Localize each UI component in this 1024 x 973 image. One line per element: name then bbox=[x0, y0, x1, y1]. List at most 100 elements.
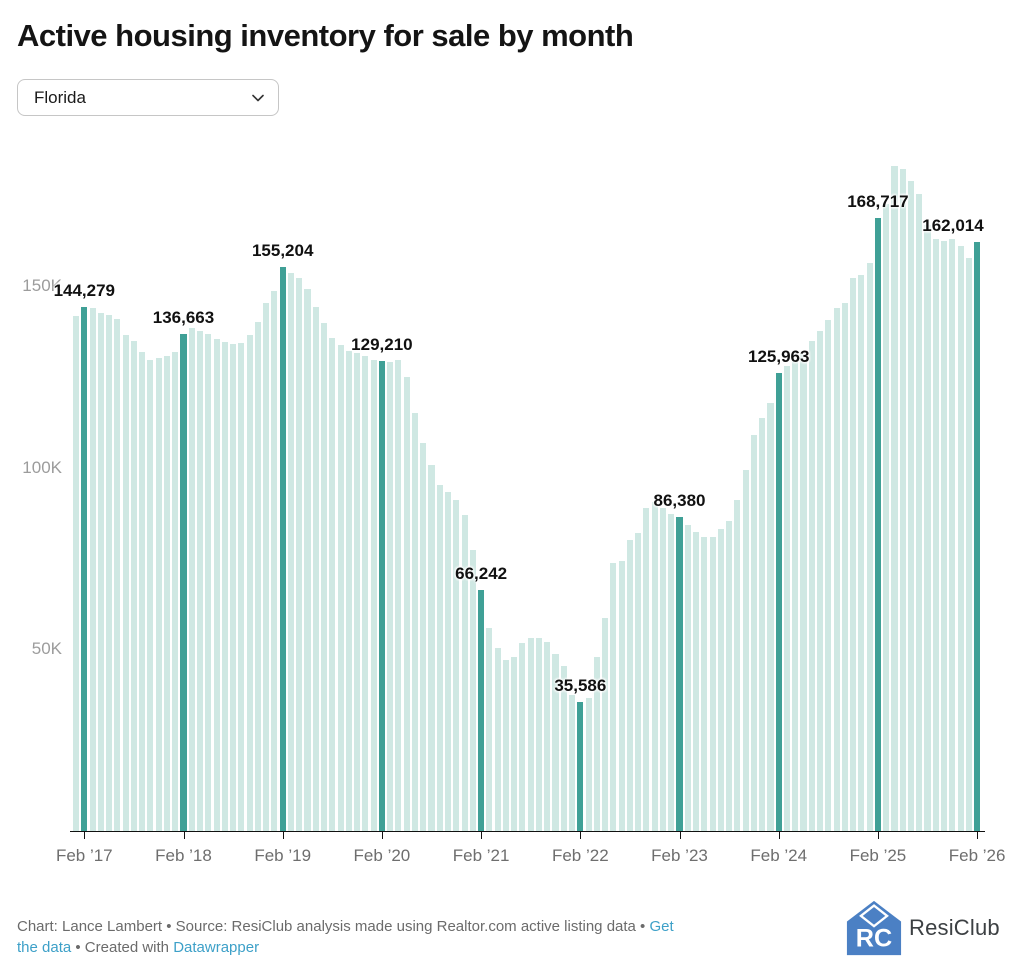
inventory-bar[interactable] bbox=[916, 194, 923, 831]
highlighted-inventory-bar[interactable] bbox=[478, 590, 485, 831]
inventory-bar[interactable] bbox=[486, 628, 493, 831]
inventory-bar[interactable] bbox=[949, 238, 956, 831]
inventory-bar[interactable] bbox=[858, 275, 865, 831]
inventory-bar[interactable] bbox=[726, 521, 733, 831]
inventory-bar[interactable] bbox=[569, 694, 576, 831]
inventory-bar[interactable] bbox=[767, 402, 774, 831]
inventory-bar[interactable] bbox=[717, 528, 724, 831]
inventory-bar[interactable] bbox=[494, 647, 501, 831]
inventory-bar[interactable] bbox=[841, 302, 848, 831]
region-dropdown[interactable]: Florida bbox=[17, 79, 279, 116]
inventory-bar[interactable] bbox=[163, 356, 170, 831]
inventory-bar[interactable] bbox=[147, 360, 154, 831]
inventory-bar[interactable] bbox=[626, 539, 633, 831]
inventory-bar[interactable] bbox=[97, 312, 104, 831]
highlighted-inventory-bar[interactable] bbox=[180, 334, 187, 831]
highlighted-inventory-bar[interactable] bbox=[279, 266, 286, 831]
inventory-bar[interactable] bbox=[436, 485, 443, 831]
inventory-bar[interactable] bbox=[329, 338, 336, 831]
inventory-bar[interactable] bbox=[453, 500, 460, 831]
inventory-bar[interactable] bbox=[957, 245, 964, 831]
inventory-bar[interactable] bbox=[196, 330, 204, 831]
inventory-bar[interactable] bbox=[783, 366, 791, 831]
inventory-bar[interactable] bbox=[891, 165, 898, 831]
inventory-bar[interactable] bbox=[502, 660, 509, 831]
inventory-bar[interactable] bbox=[106, 314, 113, 831]
inventory-bar[interactable] bbox=[403, 377, 410, 831]
inventory-bar[interactable] bbox=[643, 508, 650, 831]
inventory-bar[interactable] bbox=[817, 331, 824, 831]
inventory-bar[interactable] bbox=[312, 306, 319, 831]
inventory-bar[interactable] bbox=[205, 333, 212, 831]
inventory-bar[interactable] bbox=[610, 562, 617, 831]
inventory-bar[interactable] bbox=[304, 289, 311, 831]
inventory-bar[interactable] bbox=[593, 657, 600, 831]
highlighted-inventory-bar[interactable] bbox=[81, 306, 88, 831]
inventory-bar[interactable] bbox=[833, 307, 840, 831]
inventory-bar[interactable] bbox=[511, 657, 518, 831]
inventory-bar[interactable] bbox=[965, 257, 972, 831]
inventory-bar[interactable] bbox=[444, 491, 452, 831]
inventory-bar[interactable] bbox=[924, 224, 931, 831]
inventory-bar[interactable] bbox=[792, 357, 799, 831]
highlighted-inventory-bar[interactable] bbox=[676, 517, 683, 831]
inventory-bar[interactable] bbox=[296, 278, 303, 831]
inventory-bar[interactable] bbox=[932, 238, 939, 831]
inventory-bar[interactable] bbox=[254, 322, 261, 831]
inventory-bar[interactable] bbox=[387, 362, 394, 831]
get-the-data-link[interactable]: Get the data bbox=[17, 918, 674, 956]
inventory-bar[interactable] bbox=[742, 470, 749, 831]
inventory-bar[interactable] bbox=[560, 665, 567, 831]
inventory-bar[interactable] bbox=[155, 358, 162, 831]
inventory-bar[interactable] bbox=[238, 342, 245, 831]
inventory-bar[interactable] bbox=[941, 240, 948, 831]
highlighted-inventory-bar[interactable] bbox=[974, 242, 981, 831]
datawrapper-link[interactable]: Datawrapper bbox=[173, 939, 260, 956]
inventory-bar[interactable] bbox=[428, 465, 435, 831]
highlighted-inventory-bar[interactable] bbox=[874, 217, 881, 831]
inventory-bar[interactable] bbox=[907, 180, 915, 831]
inventory-bar[interactable] bbox=[544, 642, 551, 831]
inventory-bar[interactable] bbox=[213, 338, 220, 831]
inventory-bar[interactable] bbox=[866, 262, 873, 831]
inventory-bar[interactable] bbox=[651, 502, 658, 831]
inventory-bar[interactable] bbox=[800, 352, 807, 831]
inventory-bar[interactable] bbox=[337, 345, 344, 831]
inventory-bar[interactable] bbox=[320, 323, 328, 831]
inventory-bar[interactable] bbox=[411, 413, 419, 831]
inventory-bar[interactable] bbox=[899, 168, 906, 831]
inventory-bar[interactable] bbox=[635, 532, 642, 831]
inventory-bar[interactable] bbox=[585, 697, 592, 831]
inventory-bar[interactable] bbox=[230, 344, 237, 831]
inventory-bar[interactable] bbox=[602, 618, 609, 831]
inventory-bar[interactable] bbox=[693, 531, 700, 831]
inventory-bar[interactable] bbox=[354, 353, 361, 831]
inventory-bar[interactable] bbox=[808, 341, 815, 831]
inventory-bar[interactable] bbox=[395, 359, 402, 831]
inventory-bar[interactable] bbox=[172, 351, 179, 831]
inventory-bar[interactable] bbox=[420, 443, 427, 831]
inventory-bar[interactable] bbox=[552, 654, 559, 831]
inventory-bar[interactable] bbox=[188, 328, 195, 831]
inventory-bar[interactable] bbox=[535, 638, 543, 831]
inventory-bar[interactable] bbox=[246, 334, 253, 831]
inventory-bar[interactable] bbox=[370, 360, 377, 831]
highlighted-inventory-bar[interactable] bbox=[775, 373, 782, 831]
inventory-bar[interactable] bbox=[618, 561, 625, 831]
inventory-bar[interactable] bbox=[89, 307, 96, 831]
inventory-bar[interactable] bbox=[709, 536, 716, 831]
highlighted-inventory-bar[interactable] bbox=[577, 701, 584, 831]
inventory-bar[interactable] bbox=[734, 500, 741, 831]
inventory-bar[interactable] bbox=[130, 340, 137, 831]
inventory-bar[interactable] bbox=[221, 341, 228, 831]
inventory-bar[interactable] bbox=[850, 277, 857, 831]
inventory-bar[interactable] bbox=[659, 508, 667, 831]
inventory-bar[interactable] bbox=[114, 319, 121, 831]
highlighted-inventory-bar[interactable] bbox=[378, 361, 385, 831]
inventory-bar[interactable] bbox=[461, 515, 468, 831]
inventory-bar[interactable] bbox=[362, 356, 369, 831]
inventory-bar[interactable] bbox=[263, 302, 270, 831]
inventory-bar[interactable] bbox=[139, 351, 146, 831]
inventory-bar[interactable] bbox=[668, 513, 675, 831]
inventory-bar[interactable] bbox=[345, 350, 352, 831]
